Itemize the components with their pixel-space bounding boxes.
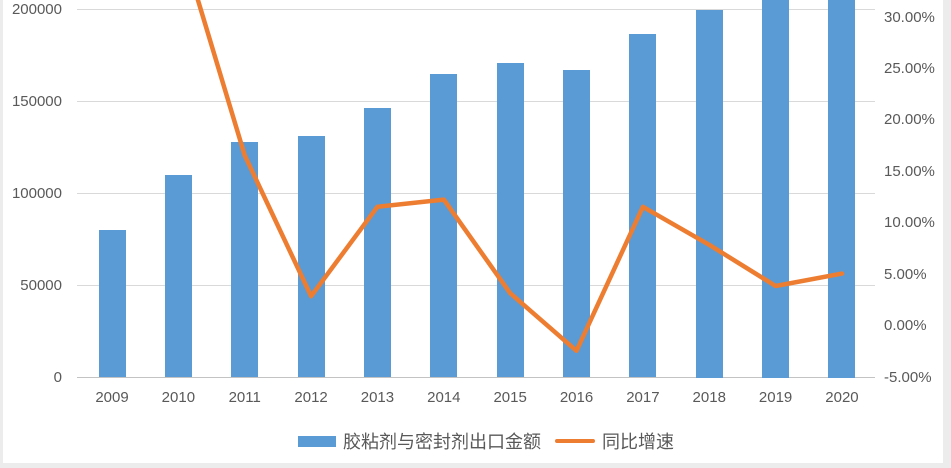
- right-axis-tick-label: 5.00%: [884, 265, 927, 283]
- right-axis-tick-label: 0.00%: [884, 317, 927, 335]
- legend-label: 同比增速: [602, 432, 674, 452]
- bar-2016: [563, 70, 591, 378]
- x-axis-line: [77, 377, 875, 378]
- chart-legend: 胶粘剂与密封剂出口金额 同比增速: [298, 430, 674, 452]
- legend-line-swatch-icon: [555, 439, 595, 443]
- right-axis-tick-label: 20.00%: [884, 111, 935, 129]
- bar-2009: [98, 230, 126, 378]
- x-axis-tick-label: 2014: [427, 389, 461, 406]
- page-edge-bottom: [0, 463, 951, 468]
- x-axis-tick-label: 2012: [294, 389, 328, 406]
- bar-2011: [231, 141, 259, 378]
- gridline: [77, 101, 875, 102]
- gridline: [77, 9, 875, 10]
- bar-2012: [297, 135, 325, 378]
- left-axis-tick-label: 50000: [20, 276, 62, 294]
- bar-2018: [695, 9, 723, 378]
- right-axis-tick-label: 30.00%: [884, 8, 935, 26]
- legend-bar-swatch-icon: [298, 435, 336, 447]
- bar-2020: [828, 0, 856, 378]
- bar-2015: [496, 62, 524, 378]
- bar-2019: [762, 0, 790, 378]
- right-axis-tick-label: 25.00%: [884, 59, 935, 77]
- x-axis-tick-label: 2016: [559, 389, 594, 406]
- legend-item: 胶粘剂与密封剂出口金额: [298, 428, 541, 454]
- page-edge-right: [943, 0, 951, 468]
- bar-2013: [363, 107, 391, 378]
- gridline: [77, 285, 875, 286]
- x-axis-tick-label: 2018: [692, 389, 726, 406]
- x-axis-tick-label: 2020: [825, 389, 859, 406]
- right-axis-tick-label: 15.00%: [884, 162, 935, 180]
- x-axis-tick-label: 2013: [360, 389, 395, 406]
- bar-2010: [164, 175, 192, 378]
- x-axis-tick-label: 2009: [95, 389, 129, 406]
- legend-item: 同比增速: [541, 428, 674, 454]
- left-axis-tick-label: 200000: [11, 0, 62, 18]
- x-axis-tick-label: 2019: [758, 389, 793, 406]
- x-axis-tick-label: 2011: [228, 389, 261, 406]
- left-axis-tick-label: 150000: [11, 92, 62, 110]
- bar-2017: [629, 34, 657, 378]
- left-axis-tick-label: 0: [53, 368, 62, 386]
- left-axis-tick-label: 100000: [11, 184, 62, 202]
- bar-2014: [430, 73, 458, 378]
- right-axis-tick-label: -5.00%: [884, 368, 932, 386]
- page-edge-left: [0, 0, 3, 468]
- legend-label: 胶粘剂与密封剂出口金额: [343, 432, 541, 452]
- x-axis-tick-label: 2010: [161, 389, 196, 406]
- right-axis-tick-label: 10.00%: [884, 214, 935, 232]
- x-axis-tick-label: 2015: [493, 389, 527, 406]
- gridline: [77, 193, 875, 194]
- x-axis-tick-label: 2017: [626, 389, 660, 406]
